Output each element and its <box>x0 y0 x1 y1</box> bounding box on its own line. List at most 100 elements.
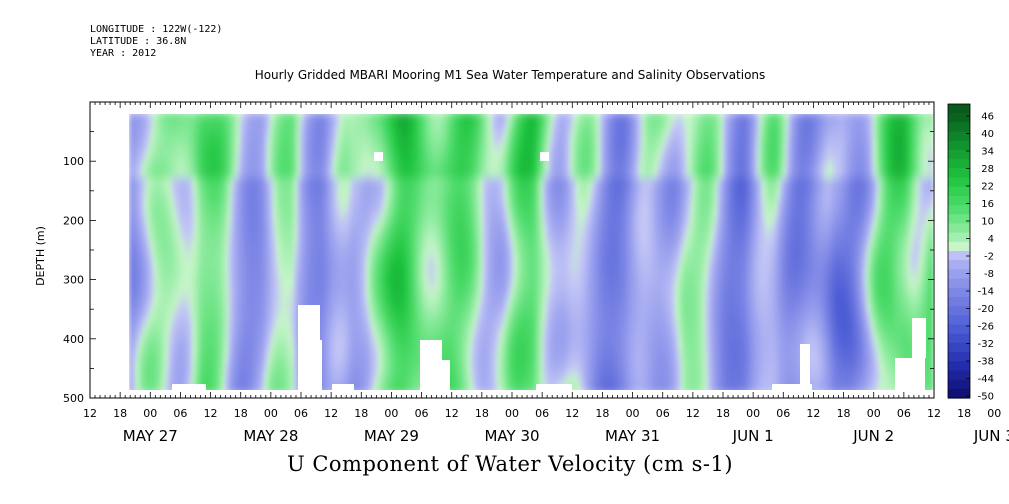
heatmap-cell <box>204 166 208 173</box>
heatmap-cell <box>246 124 250 131</box>
heatmap-cell <box>438 268 442 275</box>
heatmap-cell <box>315 274 319 281</box>
heatmap-cell <box>252 220 256 227</box>
heatmap-cell <box>378 304 382 311</box>
heatmap-cell <box>213 154 217 161</box>
heatmap-cell <box>330 130 334 137</box>
heatmap-cell <box>354 364 358 371</box>
heatmap-cell <box>222 196 226 203</box>
heatmap-cell <box>207 232 211 239</box>
heatmap-cell <box>207 250 211 257</box>
heatmap-cell <box>246 214 250 221</box>
heatmap-cell <box>321 226 325 233</box>
heatmap-cell <box>228 196 232 203</box>
heatmap-cell <box>240 358 244 365</box>
heatmap-cell <box>312 172 316 179</box>
heatmap-cell <box>390 268 394 275</box>
heatmap-cell <box>447 142 451 149</box>
heatmap-cell <box>222 238 226 245</box>
heatmap-cell <box>348 334 352 341</box>
year-label: YEAR : 2012 <box>90 48 157 59</box>
heatmap-cell <box>324 376 328 383</box>
heatmap-cell <box>444 232 448 239</box>
heatmap-cell <box>156 220 160 227</box>
heatmap-cell <box>441 190 445 197</box>
heatmap-cell <box>183 316 187 323</box>
heatmap-cell <box>300 208 304 215</box>
heatmap-cell <box>282 160 286 167</box>
heatmap-cell <box>231 346 235 353</box>
heatmap-cell <box>369 190 373 197</box>
heatmap-cell <box>159 328 163 335</box>
heatmap-cell <box>261 154 265 161</box>
heatmap-cell <box>147 154 151 161</box>
heatmap-cell <box>369 208 373 215</box>
heatmap-cell <box>144 208 148 215</box>
heatmap-cell <box>162 244 166 251</box>
heatmap-cell <box>411 118 415 125</box>
heatmap-cell <box>351 226 355 233</box>
heatmap-cell <box>429 196 433 203</box>
heatmap-cell <box>207 178 211 185</box>
heatmap-cell <box>294 166 298 173</box>
heatmap-cell <box>156 238 160 245</box>
heatmap-cell <box>348 220 352 227</box>
heatmap-cell <box>429 130 433 137</box>
heatmap-cell <box>438 214 442 221</box>
heatmap-cell <box>435 178 439 185</box>
heatmap-cell <box>177 226 181 233</box>
heatmap-cell <box>231 136 235 143</box>
heatmap-cell <box>156 280 160 287</box>
heatmap-cell <box>159 154 163 161</box>
heatmap-cell <box>432 280 436 287</box>
heatmap-cell <box>348 142 352 149</box>
heatmap-cell <box>303 280 307 287</box>
heatmap-cell <box>216 114 220 119</box>
heatmap-cell <box>423 160 427 167</box>
heatmap-cell <box>441 316 445 323</box>
heatmap-cell <box>444 322 448 329</box>
heatmap-cell <box>195 166 199 173</box>
heatmap-cell <box>162 202 166 209</box>
heatmap-cell <box>339 178 343 185</box>
heatmap-cell <box>174 172 178 179</box>
heatmap-cell <box>138 370 142 377</box>
heatmap-cell <box>228 190 232 197</box>
heatmap-cell <box>351 250 355 257</box>
heatmap-cell <box>384 280 388 287</box>
heatmap-cell <box>393 208 397 215</box>
heatmap-cell <box>426 196 430 203</box>
heatmap-cell <box>141 250 145 257</box>
heatmap-cell <box>444 286 448 293</box>
heatmap-cell <box>414 280 418 287</box>
heatmap-cell <box>438 262 442 269</box>
heatmap-cell <box>363 382 367 389</box>
heatmap-cell <box>405 364 409 371</box>
heatmap-cell <box>201 376 205 383</box>
heatmap-cell <box>144 322 148 329</box>
heatmap-cell <box>183 184 187 191</box>
heatmap-cell <box>186 124 190 131</box>
heatmap-cell <box>408 292 412 299</box>
heatmap-cell <box>345 310 349 317</box>
heatmap-cell <box>204 280 208 287</box>
heatmap-cell <box>246 328 250 335</box>
heatmap-cell <box>138 358 142 365</box>
heatmap-cell <box>294 388 298 390</box>
heatmap-cell <box>180 130 184 137</box>
heatmap-cell <box>162 184 166 191</box>
heatmap-cell <box>210 208 214 215</box>
heatmap-cell <box>156 184 160 191</box>
heatmap-cell <box>225 328 229 335</box>
heatmap-cell <box>228 346 232 353</box>
heatmap-cell <box>291 172 295 179</box>
heatmap-cell <box>303 172 307 179</box>
heatmap-cell <box>186 268 190 275</box>
heatmap-cell <box>351 178 355 185</box>
heatmap-cell <box>321 274 325 281</box>
heatmap-cell <box>324 298 328 305</box>
heatmap-cell <box>396 364 400 371</box>
heatmap-cell <box>240 316 244 323</box>
heatmap-cell <box>309 274 313 281</box>
heatmap-cell <box>192 118 196 125</box>
